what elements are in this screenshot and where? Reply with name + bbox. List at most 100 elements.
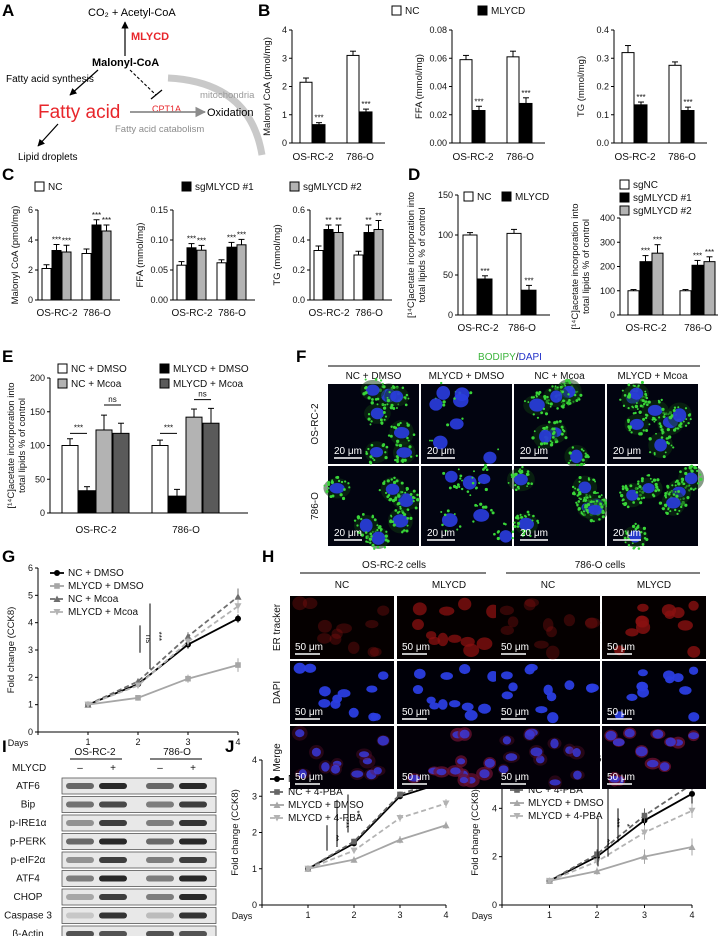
h-1-1-nucleus	[412, 685, 424, 695]
f-0-0-lipid-droplet	[379, 418, 383, 422]
f-0-3-lipid-droplet	[663, 413, 666, 416]
h-0-2-image	[496, 596, 600, 659]
d2-sig-0-1: ***	[641, 247, 650, 256]
i-protein-label: p-IRE1α	[10, 818, 47, 829]
f-0-3-lipid-droplet	[668, 436, 671, 439]
f-0-3-lipid-droplet	[640, 380, 644, 385]
g-series-line-3	[87, 605, 239, 706]
f-0-3-lipid-droplet	[672, 409, 676, 412]
b3-bar-0-1	[634, 104, 648, 144]
b1-bar-1-0	[346, 54, 360, 144]
h-2-0-nucleus	[373, 767, 382, 775]
g-legend-label: NC + Mcoa	[68, 594, 119, 605]
c2-y-tick-label: 0.05	[150, 265, 168, 275]
f-0-2-lipid-droplet	[543, 397, 547, 400]
h-0-2-cell-halo	[523, 599, 536, 611]
f-1-2-lipid-droplet	[507, 481, 510, 484]
h-1-2-nucleus	[586, 683, 599, 693]
h-0-2-cell-halo	[546, 626, 557, 638]
h-1-3-nucleus	[637, 669, 648, 677]
f-0-2-lipid-droplet	[582, 458, 585, 462]
h-1-1-nucleus	[464, 710, 478, 721]
h-0-2-cell-halo	[542, 618, 554, 632]
h-0-0-cell-halo	[317, 619, 332, 633]
f-0-1-lipid-droplet	[442, 403, 446, 407]
f-1-1-lipid-droplet	[481, 505, 486, 509]
f-0-3-lipid-droplet	[644, 416, 648, 420]
h-1-1-nucleus	[461, 702, 474, 711]
j1-x-tick-label: 3	[397, 910, 402, 920]
h-2-1-nucleus	[459, 777, 469, 784]
f-0-0-lipid-droplet	[367, 413, 371, 416]
f-1-0-lipid-droplet	[406, 524, 409, 527]
d1-category-label: OS-RC-2	[457, 323, 499, 334]
i-band	[179, 820, 207, 826]
e-legend-swatch	[159, 378, 170, 389]
g-point-3	[84, 701, 92, 709]
f-1-0-lipid-droplet	[378, 525, 382, 529]
f-1-2-lipid-droplet	[513, 521, 516, 524]
f-0-2-lipid-droplet	[559, 385, 563, 389]
i-lane-label: –	[77, 763, 83, 774]
d2-y-label: [¹⁴C]acetate incorporation into	[570, 203, 581, 329]
i-band	[179, 875, 207, 882]
f-1-2-lipid-droplet	[577, 500, 581, 503]
f-1-2-lipid-droplet	[573, 492, 576, 496]
panel-letter-g: G	[2, 547, 15, 566]
h-0-1-cell-halo	[439, 606, 455, 616]
g-y-tick-label: 6	[28, 563, 33, 573]
d2-legend-swatch	[619, 179, 630, 190]
f-1-3-lipid-droplet	[684, 503, 688, 507]
panel-letter-c: C	[2, 165, 14, 184]
f-1-1-lipid-droplet	[458, 525, 462, 528]
i-group-label: 786-O	[163, 747, 191, 758]
f-1-1-lipid-droplet	[497, 530, 500, 533]
f-1-0-lipid-droplet	[325, 490, 329, 494]
j1-y-tick-label: 0	[252, 900, 257, 910]
f-0-2-lipid-droplet	[549, 443, 554, 447]
h-2-2-nucleus	[524, 729, 535, 740]
f-0-0-lipid-droplet	[396, 460, 399, 463]
b2-bar-1-1	[519, 102, 533, 144]
h-0-0-cell-halo	[329, 633, 342, 645]
c-legend-swatch	[289, 181, 300, 192]
f-0-1-lipid-droplet	[440, 381, 443, 385]
f-0-1-lipid-droplet	[497, 448, 500, 451]
h-0-3-cell-halo	[614, 645, 625, 656]
f-0-2-lipid-droplet	[547, 402, 550, 405]
f-1-2-lipid-droplet	[531, 519, 534, 522]
f-1-1-lipid-droplet	[440, 510, 443, 513]
f-1-2-lipid-droplet	[536, 519, 539, 523]
f-1-3-lipid-droplet	[651, 480, 654, 483]
i-blot-strip	[61, 907, 217, 924]
f-1-0-lipid-droplet	[364, 531, 368, 534]
f-0-3-lipid-droplet	[627, 383, 631, 387]
f-row-label: 786-O	[310, 492, 321, 520]
c3-y-label: TG (mmol/mg)	[272, 224, 283, 285]
malonyl-coa-label: Malonyl-CoA	[92, 57, 159, 69]
f-1-0-lipid-droplet	[401, 491, 404, 494]
f-1-3-lipid-droplet	[643, 532, 647, 535]
i-band	[66, 894, 94, 900]
i-protein-label: p-eIF2α	[11, 855, 46, 866]
f-1-2-lipid-droplet	[586, 502, 591, 507]
f-1-3-lipid-droplet	[695, 466, 698, 470]
f-0-2-lipid-droplet	[556, 407, 559, 410]
c2-sig-0-2: ***	[197, 236, 206, 245]
f-1-3-lipid-droplet	[674, 508, 677, 512]
h-scale-label: 50 μm	[501, 772, 529, 783]
f-1-0-lipid-droplet	[344, 480, 347, 483]
f-1-0-lipid-droplet	[385, 530, 388, 533]
f-0-3-nucleus	[654, 438, 667, 452]
c2-bar-0-0	[176, 264, 187, 301]
h-1-0-nucleus	[319, 686, 331, 697]
d2-y-tick-label: 100	[600, 286, 615, 296]
i-lane-label: –	[157, 763, 163, 774]
f-1-0-lipid-droplet	[384, 538, 388, 542]
bodipy-slash: /	[516, 352, 519, 363]
f-0-2-lipid-droplet	[567, 461, 571, 465]
f-1-3-lipid-droplet	[677, 482, 681, 486]
f-1-3-lipid-droplet	[668, 493, 671, 496]
d2-sig-1-2: ***	[705, 248, 714, 257]
c2-bar-0-2	[196, 249, 207, 301]
